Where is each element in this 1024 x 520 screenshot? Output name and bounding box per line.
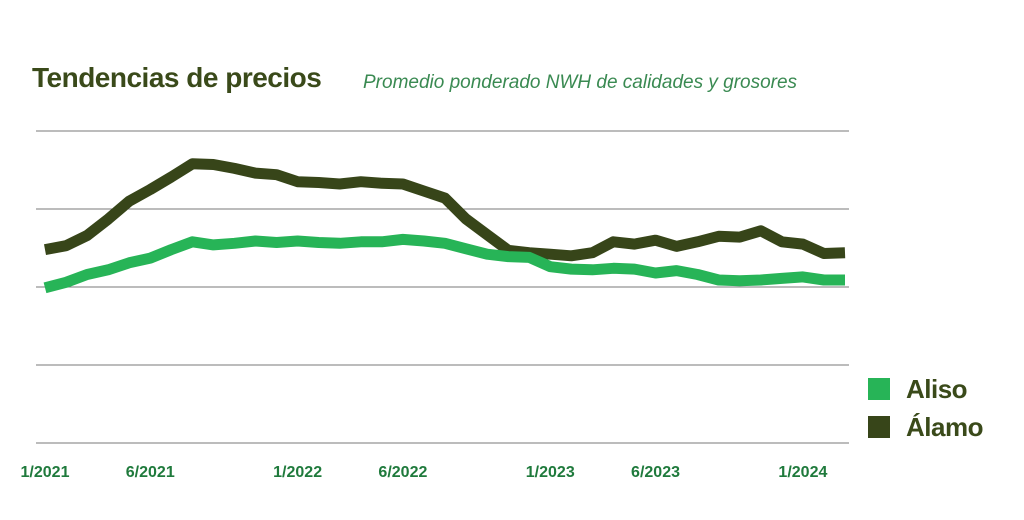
legend-item-alamo: Álamo: [868, 408, 983, 446]
series-line-aliso: [43, 233, 845, 294]
grid-lines: [36, 130, 849, 444]
legend-label-alamo: Álamo: [906, 411, 983, 442]
series-lines: [43, 158, 846, 294]
legend-swatch-aliso: [868, 378, 890, 400]
legend: Aliso Álamo: [868, 370, 983, 446]
x-tick-label: 1/2021: [21, 464, 70, 481]
legend-item-aliso: Aliso: [868, 370, 983, 408]
legend-label-aliso: Aliso: [906, 373, 968, 404]
x-tick-labels: 1/2021 6/2021 1/2022 6/2022 1/2023 6/2023 1/20…: [21, 464, 828, 481]
x-tick-label: 1/2022: [273, 464, 322, 481]
chart-title: Tendencias de precios: [32, 62, 322, 93]
x-tick-label: 6/2023: [631, 464, 680, 481]
x-tick-label: 6/2021: [126, 464, 175, 481]
x-tick-label: 1/2024: [778, 464, 827, 481]
legend-swatch-alamo: [868, 416, 890, 438]
x-tick-label: 6/2022: [378, 464, 427, 481]
series-line-alamo: [44, 158, 846, 262]
x-tick-label: 1/2023: [526, 464, 575, 481]
chart-subtitle: Promedio ponderado NWH de calidades y gr…: [363, 72, 798, 93]
